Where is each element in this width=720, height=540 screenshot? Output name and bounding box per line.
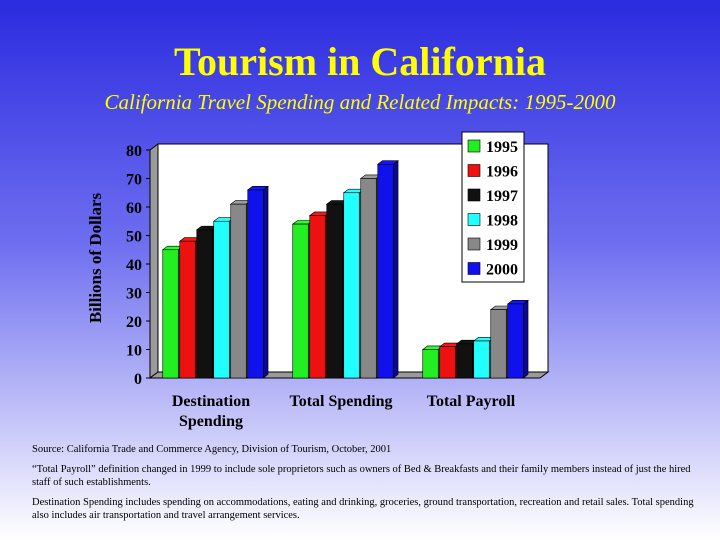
y-tick-label: 10 <box>126 343 142 360</box>
legend-label-1995: 1995 <box>486 139 518 156</box>
bar-side <box>262 185 269 379</box>
source-note: Source: California Trade and Commerce Ag… <box>32 444 392 455</box>
y-tick-label: 20 <box>126 314 142 331</box>
bar-0-1996 <box>179 240 196 379</box>
bar-2-1995 <box>422 349 439 379</box>
legend-label-1998: 1998 <box>486 213 518 230</box>
x-category-label: Spending <box>179 413 243 430</box>
page-subtitle: California Travel Spending and Related I… <box>104 90 616 114</box>
bar-side <box>392 160 399 379</box>
y-axis-label: Billions of Dollars <box>86 192 105 323</box>
bar-1-1995 <box>292 223 309 379</box>
payroll-definition-note: “Total Payroll” definition changed in 19… <box>32 464 691 488</box>
bar-0-1998 <box>213 220 230 379</box>
y-tick-label: 80 <box>126 143 142 160</box>
y-tick-label: 40 <box>126 257 142 274</box>
x-category-label: Total Payroll <box>427 393 516 410</box>
legend-label-1999: 1999 <box>486 237 518 254</box>
bar-2-1999 <box>490 309 507 379</box>
bar-1-2000 <box>377 163 394 379</box>
legend-label-2000: 2000 <box>486 262 518 279</box>
y-tick-label: 30 <box>126 286 142 303</box>
bar-1-1999 <box>360 178 377 379</box>
legend-swatch-1997 <box>467 188 481 202</box>
x-category-label: Destination <box>172 393 250 410</box>
bar-2-1997 <box>456 343 473 379</box>
legend-swatch-1995 <box>467 139 481 153</box>
y-tick-label: 60 <box>126 200 142 217</box>
bar-0-1997 <box>196 229 213 379</box>
legend-swatch-2000 <box>467 262 481 275</box>
bar-1-1996 <box>309 215 326 379</box>
bar-1-1997 <box>326 203 343 379</box>
bar-2-1996 <box>439 346 456 379</box>
bar-2-1998 <box>473 340 490 379</box>
legend-label-1996: 1996 <box>486 164 518 181</box>
bar-2-2000 <box>507 303 524 379</box>
bar-0-1999 <box>230 203 247 379</box>
bar-0-2000 <box>247 189 264 379</box>
chart-notes: Source: California Trade and Commerce Ag… <box>32 443 694 529</box>
legend-label-1997: 1997 <box>486 188 518 205</box>
page-title: Tourism in California <box>174 39 546 84</box>
y-tick-label: 0 <box>134 371 142 388</box>
bar-0-1995 <box>162 249 179 379</box>
y-tick-label: 50 <box>126 229 142 246</box>
y-tick-label: 70 <box>126 172 142 189</box>
chart-side-wall <box>149 143 159 379</box>
legend-swatch-1999 <box>467 237 481 251</box>
bar-chart: Billions of Dollars 0 10 20 30 40 50 60 70 80 Des… <box>86 131 550 430</box>
destination-spending-note: Destination Spending includes spending o… <box>32 497 694 521</box>
x-category-label: Total Spending <box>289 393 392 410</box>
legend-swatch-1998 <box>467 213 481 226</box>
bar-side <box>522 299 529 379</box>
legend-swatch-1996 <box>467 164 481 177</box>
legend-box <box>461 131 525 283</box>
bar-1-1998 <box>343 192 360 379</box>
